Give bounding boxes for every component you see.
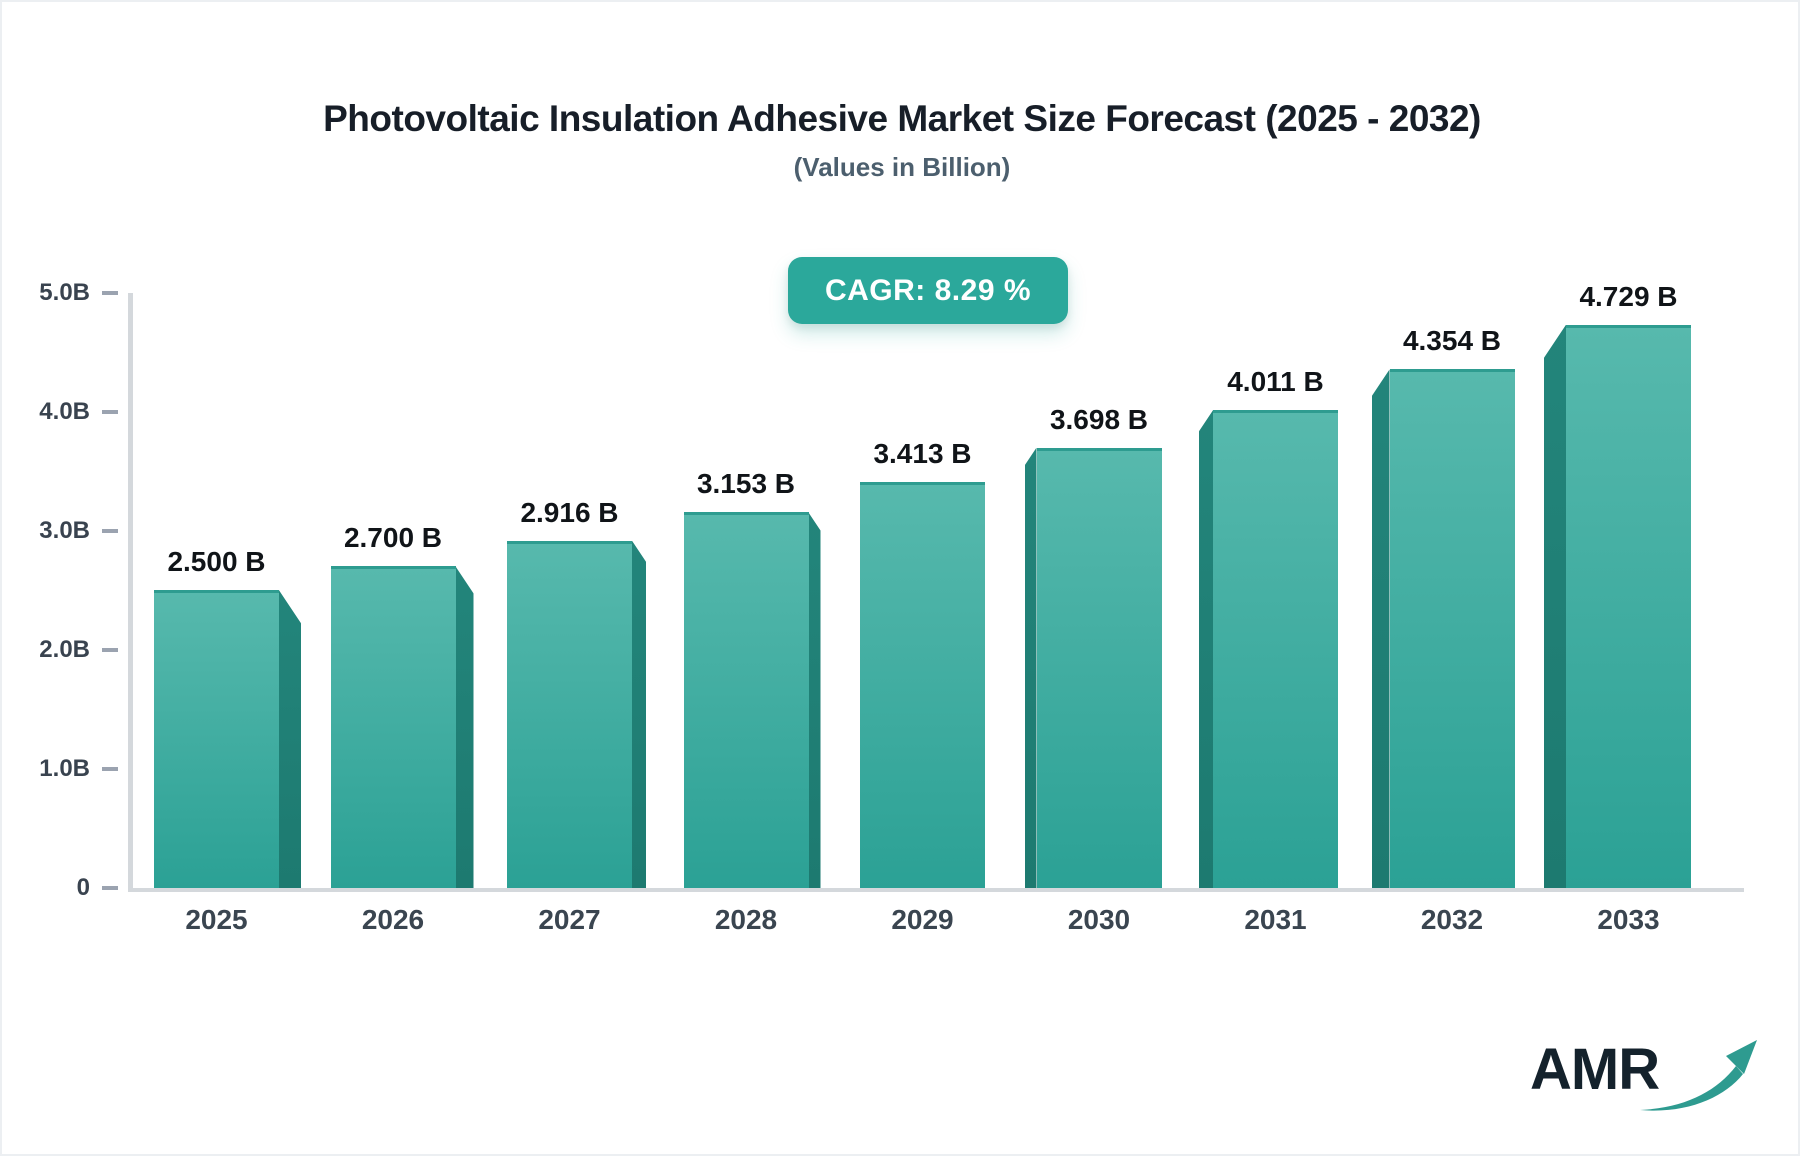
bar-value-label-2026: 2.700 B: [343, 522, 443, 554]
bar-value-label-2027: 2.916 B: [520, 496, 619, 528]
y-tick-label: 0: [76, 874, 90, 901]
bar-2027: [507, 540, 632, 888]
chart-title: Photovoltaic Insulation Adhesive Market …: [323, 98, 1481, 139]
bar-side-2025: [279, 590, 301, 888]
x-tick-label-2025: 2025: [185, 904, 248, 935]
y-tick-label: 5.0B: [39, 278, 90, 306]
x-tick-label-2028: 2028: [714, 904, 778, 935]
x-tick-label-2032: 2032: [1420, 904, 1484, 935]
bar-side-2027: [632, 540, 646, 888]
bar-value-label-2029: 3.413 B: [873, 437, 972, 469]
bar-side-2026: [455, 566, 474, 888]
y-tick-dash: [102, 528, 118, 533]
bar-2032: [1389, 369, 1515, 888]
trend-up-arrow-icon: [1640, 1040, 1757, 1111]
bar-2025: [154, 590, 279, 888]
amr-logo: AMR: [1522, 1030, 1757, 1120]
bar-value-label-2025: 2.500 B: [167, 546, 266, 578]
bar-side-2030: [1024, 447, 1037, 888]
y-tick-label: 1.0B: [39, 754, 90, 782]
bar-value-label-2033: 4.729 B: [1579, 280, 1678, 312]
bar-value-label-2028: 3.153 B: [696, 468, 796, 500]
bar-value-label-2030: 3.698 B: [1049, 403, 1149, 435]
x-tick-label-2033: 2033: [1597, 904, 1660, 935]
y-tick-dash: [102, 886, 118, 890]
bar-2029: [860, 481, 985, 888]
bar-side-2032: [1371, 369, 1390, 888]
y-tick-label: 3.0B: [39, 516, 90, 544]
bar-side-2031: [1199, 410, 1213, 888]
y-tick-dash: [102, 409, 118, 414]
bar-side-2028: [808, 512, 821, 888]
x-tick-label-2027: 2027: [538, 904, 601, 935]
amr-logo-text: AMR: [1530, 1037, 1660, 1102]
x-axis-line: [128, 888, 1744, 892]
bar-value-label-2032: 4.354 B: [1402, 325, 1502, 357]
y-tick-label: 2.0B: [39, 635, 90, 663]
y-tick-label: 4.0B: [39, 397, 90, 425]
bar-2030: [1036, 447, 1162, 888]
bar-2031: [1213, 410, 1338, 888]
x-tick-label-2029: 2029: [891, 904, 954, 935]
bar-value-label-2031: 4.011 B: [1227, 366, 1324, 398]
bar-2033: [1566, 324, 1691, 888]
y-tick-dash: [102, 766, 118, 771]
y-axis-line: [128, 292, 133, 892]
y-tick-dash: [102, 647, 118, 652]
bar-2026: [330, 566, 456, 888]
x-tick-label-2030: 2030: [1067, 904, 1131, 935]
y-tick-dash: [102, 290, 118, 295]
x-tick-label-2031: 2031: [1244, 904, 1307, 935]
chart-subtitle: (Values in Billion): [793, 152, 1011, 182]
bar-2028: [683, 512, 809, 888]
bar-side-2033: [1544, 324, 1566, 888]
cagr-badge: CAGR: 8.29 %: [788, 257, 1068, 324]
x-tick-label-2026: 2026: [361, 904, 425, 935]
